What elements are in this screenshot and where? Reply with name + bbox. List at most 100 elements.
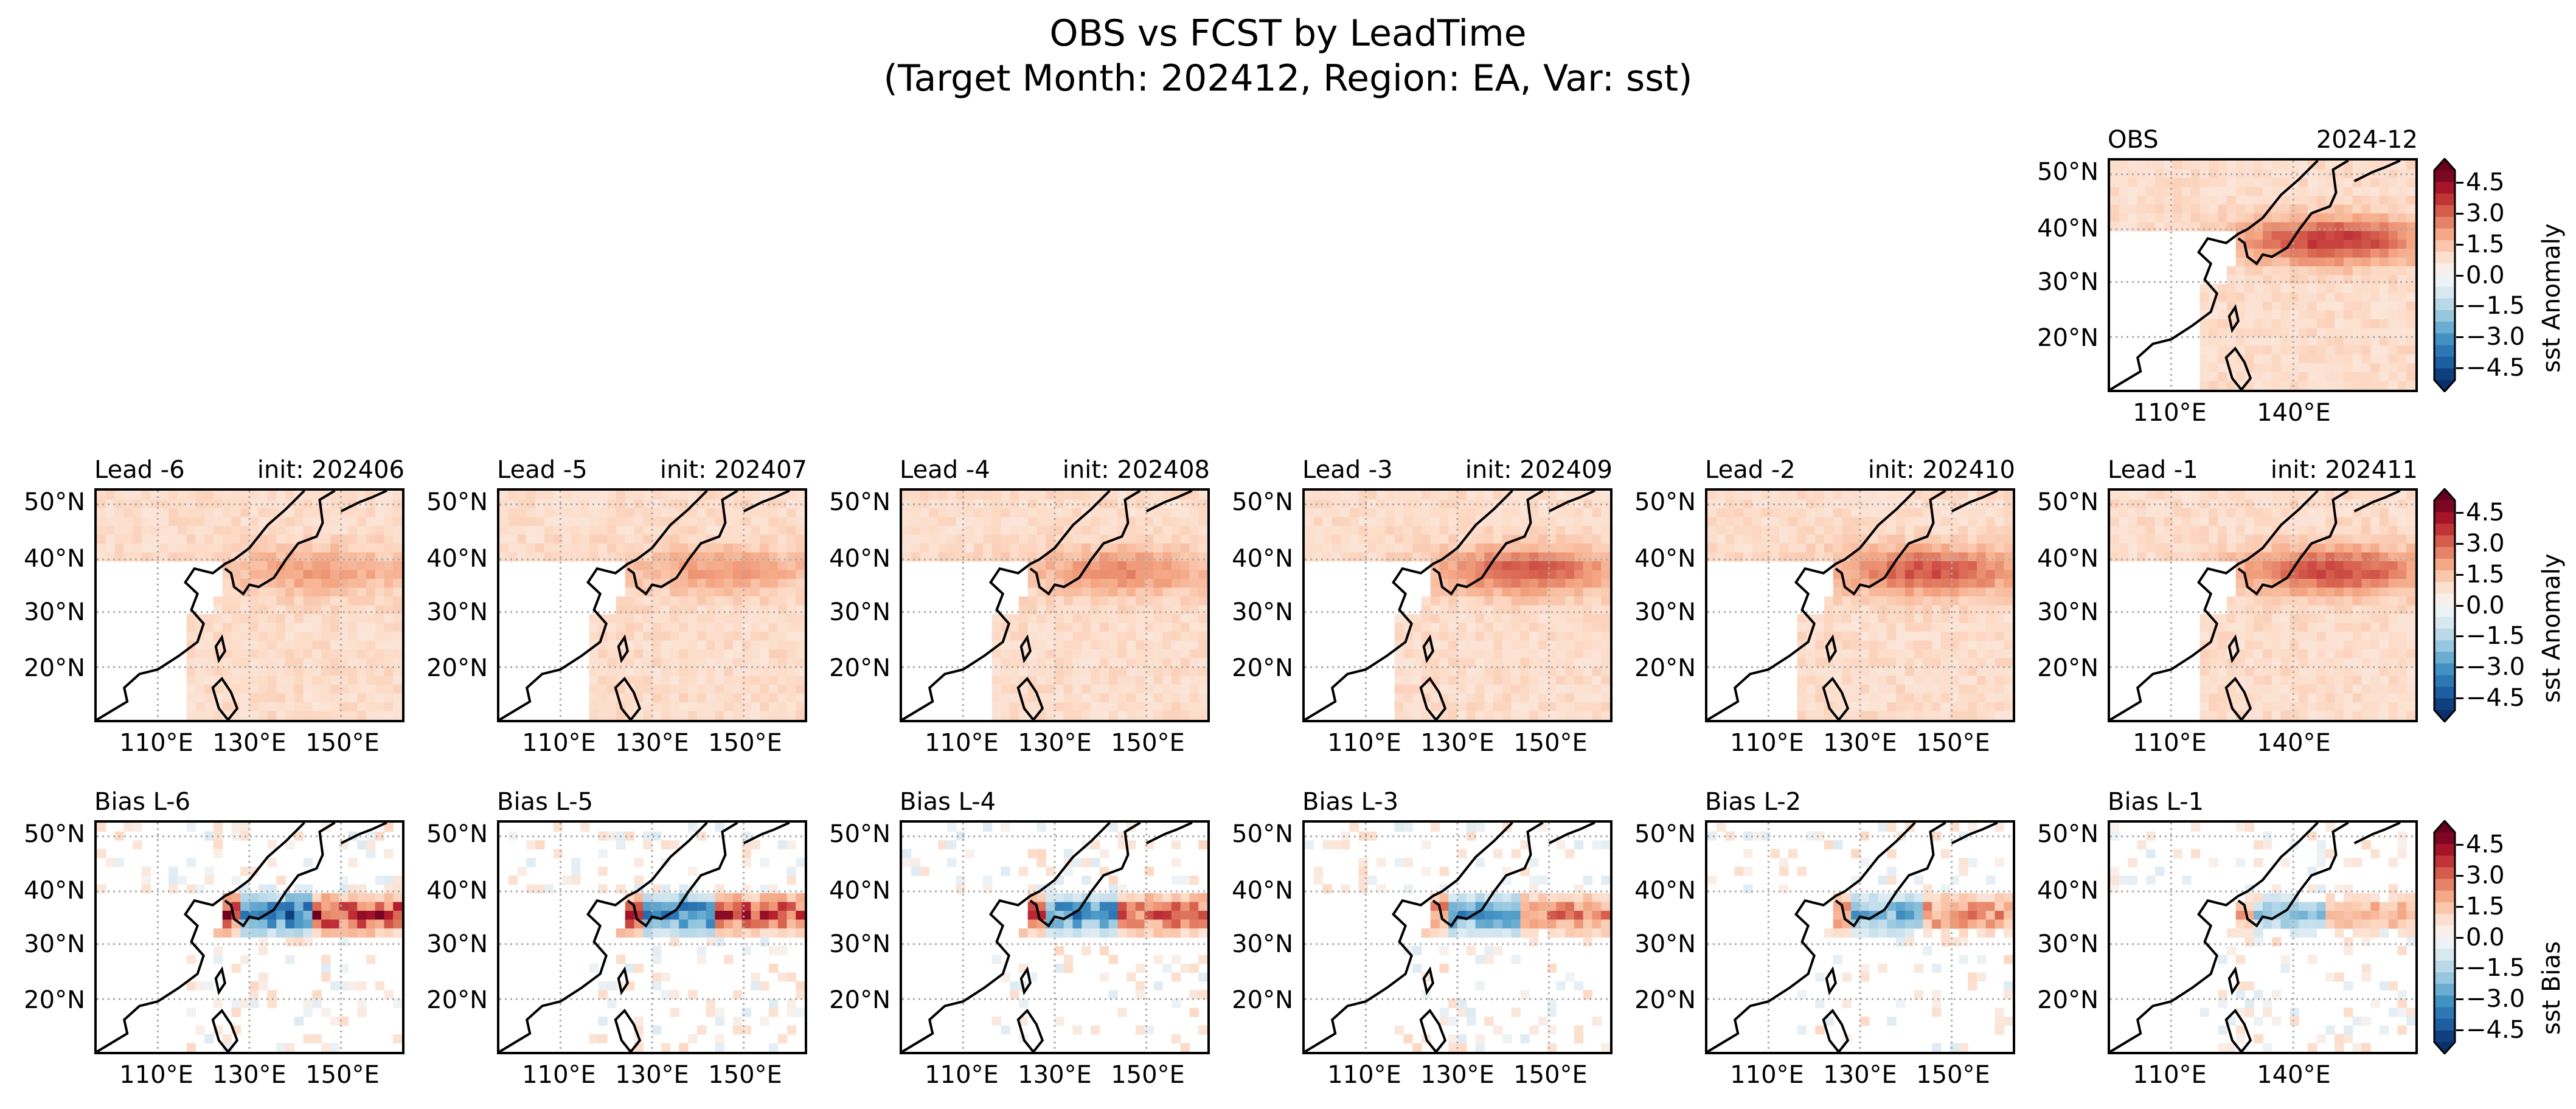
field-cell	[2335, 213, 2344, 223]
field-cell	[2370, 204, 2380, 214]
field-cell	[2290, 693, 2299, 703]
field-cell	[1968, 658, 1977, 668]
field-cell	[1583, 570, 1593, 579]
field-cell	[1914, 685, 1923, 694]
field-cell	[1968, 711, 1977, 720]
field-cell	[1135, 517, 1145, 527]
field-cell	[2154, 161, 2165, 170]
field-cell	[1601, 711, 1610, 720]
field-cell	[1869, 570, 1879, 579]
field-cell	[1108, 491, 1118, 500]
field-cell	[1725, 552, 1735, 562]
field-cell	[1851, 658, 1861, 668]
field-cell	[777, 693, 788, 703]
field-cell	[724, 675, 734, 685]
field-cell	[634, 623, 644, 632]
field-cell	[357, 491, 367, 500]
field-cell	[1198, 702, 1207, 712]
field-cell	[97, 517, 106, 527]
field-cell	[1502, 658, 1512, 668]
field-cell	[2406, 632, 2415, 641]
field-cell	[938, 544, 948, 553]
field-cell	[1144, 685, 1154, 694]
field-cell	[2325, 213, 2335, 223]
field-cell	[2263, 693, 2272, 703]
field-cell	[2370, 213, 2380, 223]
field-cell	[2335, 169, 2344, 179]
field-cell	[2137, 196, 2147, 206]
field-cell	[330, 544, 340, 553]
field-cell	[1502, 605, 1512, 615]
field-cell	[2316, 196, 2326, 206]
field-cell	[1027, 658, 1038, 668]
field-cell	[330, 534, 340, 544]
field-cell	[715, 544, 724, 553]
field-cell	[2235, 187, 2246, 196]
field-cell	[2280, 275, 2290, 285]
field-cell	[1063, 587, 1074, 597]
field-cell	[1018, 711, 1029, 720]
field-cell	[1869, 693, 1879, 703]
field-cell	[330, 685, 340, 694]
field-cell	[2154, 508, 2165, 518]
field-cell	[1117, 561, 1127, 571]
field-cell	[231, 675, 241, 685]
field-cell	[1081, 526, 1091, 536]
field-cell	[1135, 675, 1145, 685]
field-cell	[2388, 517, 2398, 527]
field-cell	[2370, 534, 2380, 544]
field-cell	[2290, 302, 2299, 311]
field-cell	[1198, 640, 1207, 650]
field-cell	[339, 526, 349, 536]
field-cell	[1341, 526, 1350, 536]
field-cell	[2218, 345, 2227, 355]
field-cell	[2235, 499, 2246, 509]
field-cell	[1904, 649, 1915, 659]
y-tick-label: 30°N	[1634, 598, 1696, 627]
field-cell	[652, 711, 662, 720]
field-cell	[321, 667, 331, 677]
field-cell	[2316, 310, 2326, 320]
field-cell	[1484, 534, 1494, 544]
field-cell	[991, 491, 1001, 500]
field-cell	[1565, 640, 1575, 650]
field-cell	[598, 675, 608, 685]
field-cell	[2226, 178, 2237, 188]
field-cell	[634, 632, 644, 641]
island-coastline	[1019, 634, 1032, 664]
field-cell	[1520, 685, 1530, 694]
field-cell	[796, 685, 805, 694]
field-cell	[1439, 667, 1449, 677]
field-cell	[2361, 319, 2371, 329]
field-cell	[2226, 196, 2237, 206]
field-cell	[1466, 605, 1476, 615]
field-cell	[1815, 640, 1825, 650]
field-cell	[1824, 552, 1834, 562]
field-cell	[1036, 491, 1046, 500]
field-cell	[1601, 596, 1610, 606]
field-cell	[2397, 623, 2407, 632]
field-cell	[732, 667, 743, 677]
field-cell	[1091, 587, 1100, 597]
field-cell	[141, 526, 151, 536]
field-cell	[1036, 667, 1046, 677]
field-cell	[1331, 526, 1341, 536]
field-cell	[1583, 711, 1593, 720]
field-cell	[2263, 310, 2272, 320]
field-cell	[1010, 640, 1019, 650]
field-cell	[2110, 526, 2120, 536]
field-cell	[1036, 517, 1046, 527]
field-cell	[2004, 570, 2013, 579]
field-cell	[240, 702, 250, 712]
field-cell	[1968, 640, 1977, 650]
field-cell	[1108, 587, 1118, 597]
field-cell	[366, 693, 376, 703]
field-cell	[1502, 508, 1512, 518]
field-cell	[303, 675, 313, 685]
field-cell	[2379, 579, 2389, 589]
field-cell	[2146, 499, 2156, 509]
field-cell	[1162, 667, 1172, 677]
field-cell	[2209, 508, 2218, 518]
field-cell	[1466, 693, 1476, 703]
field-cell	[258, 561, 268, 571]
